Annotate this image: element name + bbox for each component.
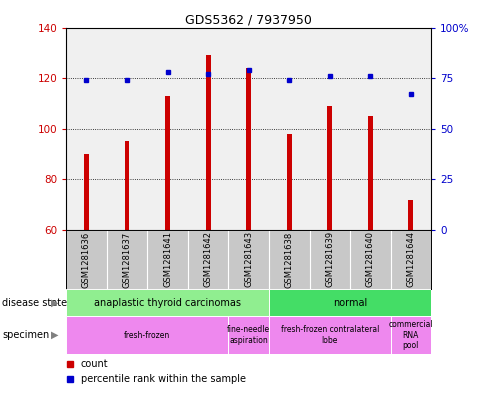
Title: GDS5362 / 7937950: GDS5362 / 7937950 <box>185 13 312 26</box>
Text: count: count <box>81 358 108 369</box>
Bar <box>409 200 414 230</box>
Bar <box>228 316 269 354</box>
Text: ▶: ▶ <box>50 330 58 340</box>
Text: GSM1281638: GSM1281638 <box>285 231 294 288</box>
Text: anaplastic thyroid carcinomas: anaplastic thyroid carcinomas <box>94 298 241 308</box>
Text: disease state: disease state <box>2 298 68 308</box>
Bar <box>66 316 228 354</box>
Text: percentile rank within the sample: percentile rank within the sample <box>81 374 246 384</box>
Text: fresh-frozen contralateral
lobe: fresh-frozen contralateral lobe <box>281 325 379 345</box>
Bar <box>368 116 373 230</box>
Bar <box>391 316 431 354</box>
Text: GSM1281639: GSM1281639 <box>325 231 334 287</box>
Text: fine-needle
aspiration: fine-needle aspiration <box>227 325 270 345</box>
Bar <box>84 154 89 230</box>
Text: GSM1281640: GSM1281640 <box>366 231 375 287</box>
Bar <box>124 141 129 230</box>
Text: commercial
RNA
pool: commercial RNA pool <box>389 320 433 350</box>
Text: GSM1281642: GSM1281642 <box>204 231 213 287</box>
Text: GSM1281637: GSM1281637 <box>122 231 131 288</box>
Text: GSM1281643: GSM1281643 <box>244 231 253 287</box>
Text: normal: normal <box>333 298 367 308</box>
Text: GSM1281641: GSM1281641 <box>163 231 172 287</box>
Text: GSM1281644: GSM1281644 <box>406 231 416 287</box>
Text: GSM1281636: GSM1281636 <box>82 231 91 288</box>
Bar <box>206 55 211 230</box>
Bar <box>269 289 431 316</box>
Bar <box>66 289 269 316</box>
Bar <box>269 316 391 354</box>
Bar <box>165 96 170 230</box>
Bar <box>246 68 251 230</box>
Bar <box>287 134 292 230</box>
Text: ▶: ▶ <box>50 298 58 308</box>
Text: fresh-frozen: fresh-frozen <box>124 331 171 340</box>
Text: specimen: specimen <box>2 330 49 340</box>
Bar <box>327 106 332 230</box>
